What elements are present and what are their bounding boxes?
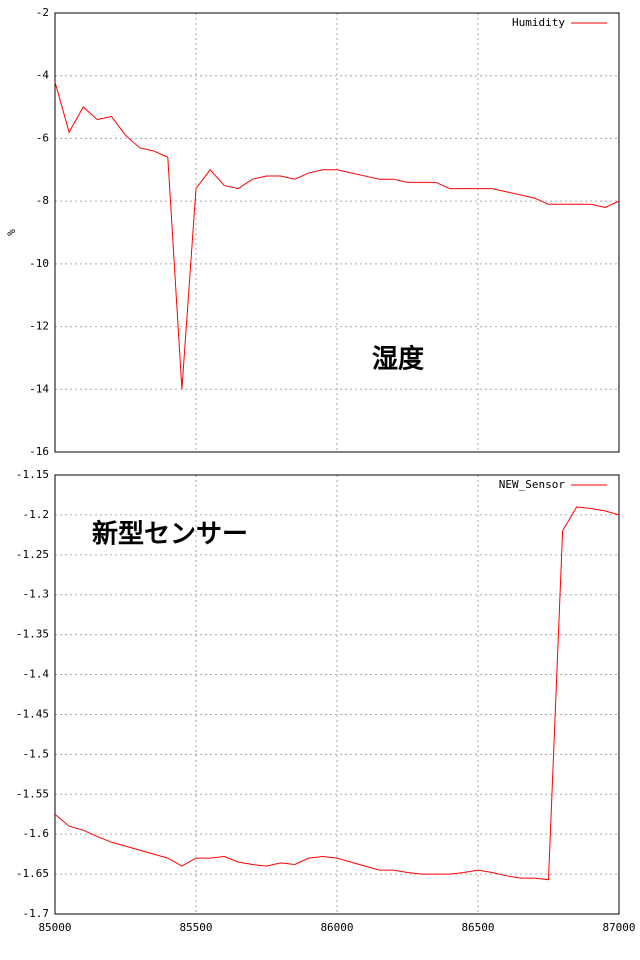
y-tick-label: -1.35 [16, 628, 49, 641]
y-tick-label: -1.3 [23, 588, 50, 601]
plot-frame [54, 474, 620, 915]
y-tick-label: -12 [29, 320, 49, 333]
data-line [54, 506, 620, 881]
y-tick-label: -1.6 [23, 827, 50, 840]
y-axis-label: % [5, 229, 18, 236]
legend-label: NEW_Sensor [499, 478, 566, 491]
y-tick-label: -1.2 [23, 508, 50, 521]
y-tick-label: -4 [36, 69, 50, 82]
y-tick-label: -8 [36, 194, 49, 207]
y-tick-label: -1.15 [16, 468, 49, 481]
annotation: 新型センサー [92, 519, 248, 550]
y-tick-label: -1.4 [23, 668, 50, 681]
y-tick-label: -1.7 [23, 907, 50, 920]
y-tick-label: -1.25 [16, 548, 49, 561]
x-tick-label: 86500 [461, 921, 494, 934]
legend-label: Humidity [512, 16, 565, 29]
annotation: 湿度 [372, 344, 424, 375]
y-tick-label: -6 [36, 131, 49, 144]
y-tick-label: -1.55 [16, 787, 49, 800]
x-tick-label: 85000 [38, 921, 71, 934]
y-tick-label: -14 [29, 382, 49, 395]
y-tick-label: -16 [29, 445, 49, 458]
x-tick-label: 85500 [179, 921, 212, 934]
y-tick-label: -10 [29, 257, 49, 270]
y-tick-label: -2 [36, 6, 49, 19]
y-tick-label: -1.65 [16, 867, 49, 880]
y-tick-label: -1.45 [16, 707, 49, 720]
data-line [54, 81, 620, 390]
x-tick-label: 87000 [602, 921, 635, 934]
plot-frame [54, 12, 620, 453]
x-tick-label: 86000 [320, 921, 353, 934]
y-tick-label: -1.5 [23, 747, 50, 760]
